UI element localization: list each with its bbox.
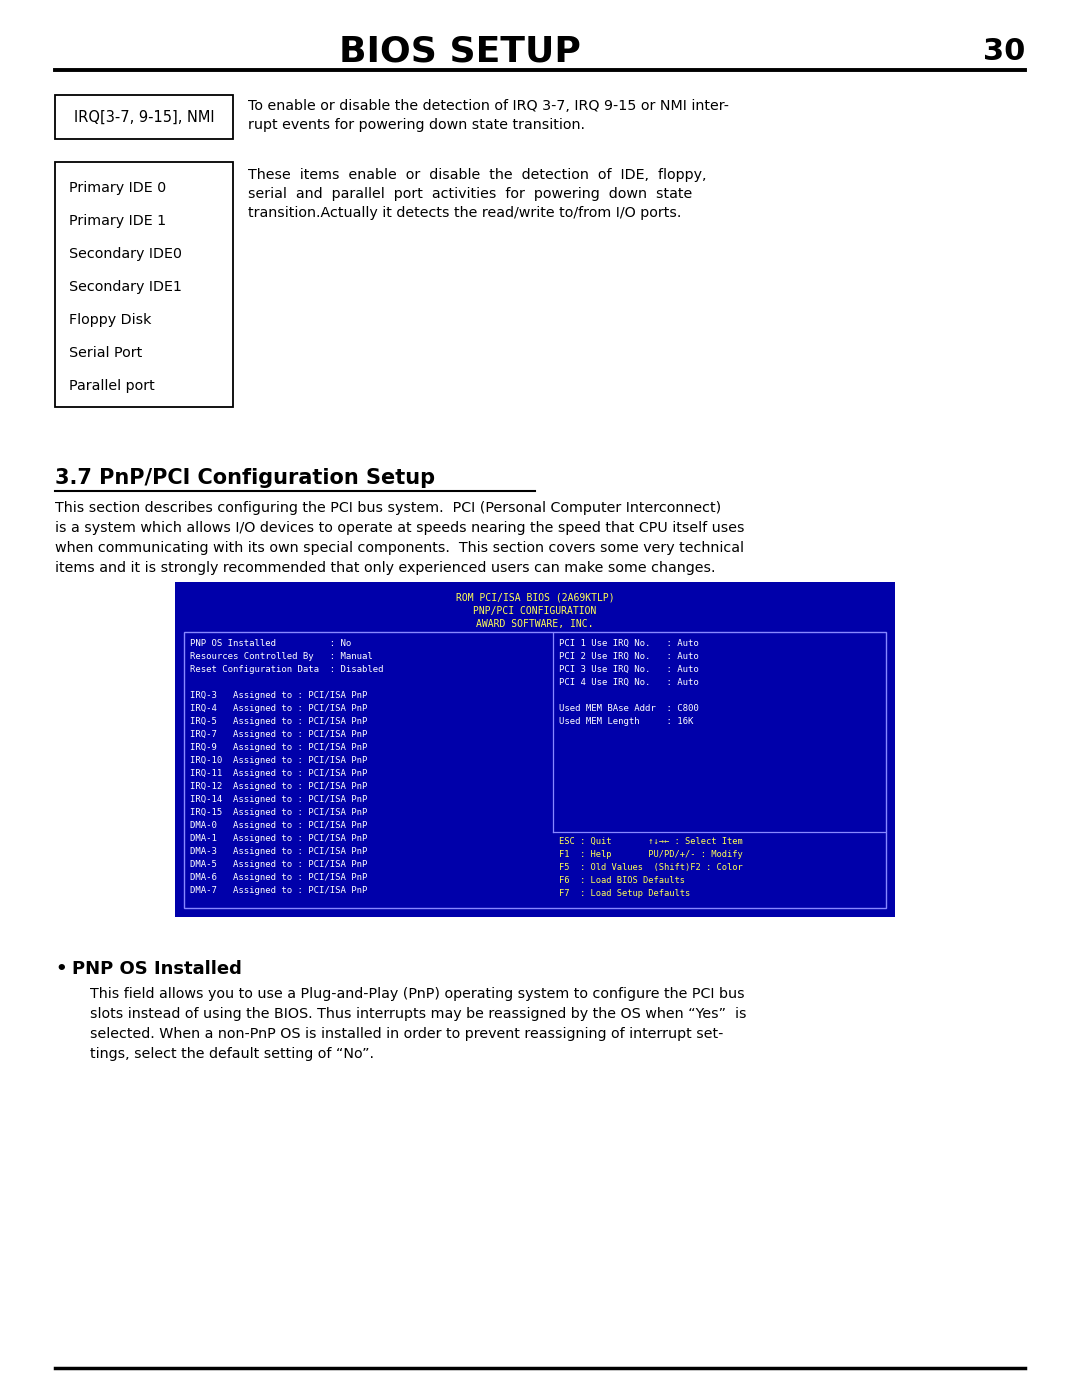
Text: PCI 2 Use IRQ No.   : Auto: PCI 2 Use IRQ No. : Auto (559, 652, 699, 661)
Text: Primary IDE 0: Primary IDE 0 (69, 182, 166, 196)
Bar (55, 95, 233, 138)
Text: 30: 30 (983, 38, 1025, 67)
Text: DMA-5   Assigned to : PCI/ISA PnP: DMA-5 Assigned to : PCI/ISA PnP (190, 861, 367, 869)
Text: items and it is strongly recommended that only experienced users can make some c: items and it is strongly recommended tha… (55, 562, 715, 576)
Text: DMA-0   Assigned to : PCI/ISA PnP: DMA-0 Assigned to : PCI/ISA PnP (190, 821, 367, 830)
Text: Used MEM BAse Addr  : C800: Used MEM BAse Addr : C800 (559, 704, 699, 712)
Text: IRQ-15  Assigned to : PCI/ISA PnP: IRQ-15 Assigned to : PCI/ISA PnP (190, 807, 367, 817)
Text: Secondary IDE0: Secondary IDE0 (69, 247, 183, 261)
Text: serial  and  parallel  port  activities  for  powering  down  state: serial and parallel port activities for … (248, 187, 692, 201)
Bar (175, 583, 895, 916)
Text: PNP OS Installed: PNP OS Installed (72, 960, 242, 978)
Text: IRQ[3-7, 9-15], NMI: IRQ[3-7, 9-15], NMI (73, 109, 214, 124)
Bar (55, 162, 233, 407)
Text: DMA-7   Assigned to : PCI/ISA PnP: DMA-7 Assigned to : PCI/ISA PnP (190, 886, 367, 895)
Text: PNP/PCI CONFIGURATION: PNP/PCI CONFIGURATION (473, 606, 596, 616)
Text: BIOS SETUP: BIOS SETUP (339, 35, 581, 68)
Text: These  items  enable  or  disable  the  detection  of  IDE,  floppy,: These items enable or disable the detect… (248, 168, 706, 182)
Text: This field allows you to use a Plug-and-Play (PnP) operating system to configure: This field allows you to use a Plug-and-… (90, 988, 744, 1002)
Text: DMA-3   Assigned to : PCI/ISA PnP: DMA-3 Assigned to : PCI/ISA PnP (190, 847, 367, 856)
Text: Resources Controlled By   : Manual: Resources Controlled By : Manual (190, 652, 373, 661)
Text: F1  : Help       PU/PD/+/- : Modify: F1 : Help PU/PD/+/- : Modify (559, 849, 743, 859)
Text: Primary IDE 1: Primary IDE 1 (69, 214, 166, 228)
Text: transition.Actually it detects the read/write to/from I/O ports.: transition.Actually it detects the read/… (248, 205, 681, 219)
Text: IRQ-5   Assigned to : PCI/ISA PnP: IRQ-5 Assigned to : PCI/ISA PnP (190, 717, 367, 726)
Text: PCI 3 Use IRQ No.   : Auto: PCI 3 Use IRQ No. : Auto (559, 665, 699, 673)
Text: 3.7 PnP/PCI Configuration Setup: 3.7 PnP/PCI Configuration Setup (55, 468, 435, 488)
Text: F7  : Load Setup Defaults: F7 : Load Setup Defaults (559, 888, 690, 898)
Text: Floppy Disk: Floppy Disk (69, 313, 151, 327)
Text: IRQ-9   Assigned to : PCI/ISA PnP: IRQ-9 Assigned to : PCI/ISA PnP (190, 743, 367, 752)
Text: IRQ-11  Assigned to : PCI/ISA PnP: IRQ-11 Assigned to : PCI/ISA PnP (190, 768, 367, 778)
Text: PCI 4 Use IRQ No.   : Auto: PCI 4 Use IRQ No. : Auto (559, 678, 699, 687)
Text: Secondary IDE1: Secondary IDE1 (69, 279, 183, 293)
Text: IRQ-4   Assigned to : PCI/ISA PnP: IRQ-4 Assigned to : PCI/ISA PnP (190, 704, 367, 712)
Text: Parallel port: Parallel port (69, 379, 154, 393)
Text: AWARD SOFTWARE, INC.: AWARD SOFTWARE, INC. (476, 619, 594, 629)
Text: IRQ-7   Assigned to : PCI/ISA PnP: IRQ-7 Assigned to : PCI/ISA PnP (190, 731, 367, 739)
Text: rupt events for powering down state transition.: rupt events for powering down state tran… (248, 117, 585, 131)
Text: ROM PCI/ISA BIOS (2A69KTLP): ROM PCI/ISA BIOS (2A69KTLP) (456, 592, 615, 604)
Text: IRQ-12  Assigned to : PCI/ISA PnP: IRQ-12 Assigned to : PCI/ISA PnP (190, 782, 367, 791)
Text: ESC : Quit       ↑↓→← : Select Item: ESC : Quit ↑↓→← : Select Item (559, 837, 743, 847)
Text: slots instead of using the BIOS. Thus interrupts may be reassigned by the OS whe: slots instead of using the BIOS. Thus in… (90, 1007, 746, 1021)
Text: F5  : Old Values  (Shift)F2 : Color: F5 : Old Values (Shift)F2 : Color (559, 863, 743, 872)
Text: Reset Configuration Data  : Disabled: Reset Configuration Data : Disabled (190, 665, 383, 673)
Text: DMA-6   Assigned to : PCI/ISA PnP: DMA-6 Assigned to : PCI/ISA PnP (190, 873, 367, 882)
Bar (184, 631, 886, 908)
Text: Serial Port: Serial Port (69, 346, 143, 360)
Text: selected. When a non-PnP OS is installed in order to prevent reassigning of inte: selected. When a non-PnP OS is installed… (90, 1027, 724, 1041)
Text: To enable or disable the detection of IRQ 3-7, IRQ 9-15 or NMI inter-: To enable or disable the detection of IR… (248, 99, 729, 113)
Text: This section describes configuring the PCI bus system.  PCI (Personal Computer I: This section describes configuring the P… (55, 502, 721, 515)
Text: IRQ-14  Assigned to : PCI/ISA PnP: IRQ-14 Assigned to : PCI/ISA PnP (190, 795, 367, 805)
Text: •: • (55, 960, 67, 978)
Text: PCI 1 Use IRQ No.   : Auto: PCI 1 Use IRQ No. : Auto (559, 638, 699, 648)
Text: is a system which allows I/O devices to operate at speeds nearing the speed that: is a system which allows I/O devices to … (55, 521, 744, 535)
Text: PNP OS Installed          : No: PNP OS Installed : No (190, 638, 351, 648)
Text: when communicating with its own special components.  This section covers some ve: when communicating with its own special … (55, 541, 744, 555)
Text: F6  : Load BIOS Defaults: F6 : Load BIOS Defaults (559, 876, 685, 886)
Text: Used MEM Length     : 16K: Used MEM Length : 16K (559, 717, 693, 726)
Text: IRQ-10  Assigned to : PCI/ISA PnP: IRQ-10 Assigned to : PCI/ISA PnP (190, 756, 367, 766)
Text: IRQ-3   Assigned to : PCI/ISA PnP: IRQ-3 Assigned to : PCI/ISA PnP (190, 692, 367, 700)
Text: DMA-1   Assigned to : PCI/ISA PnP: DMA-1 Assigned to : PCI/ISA PnP (190, 834, 367, 842)
Text: tings, select the default setting of “No”.: tings, select the default setting of “No… (90, 1046, 374, 1060)
